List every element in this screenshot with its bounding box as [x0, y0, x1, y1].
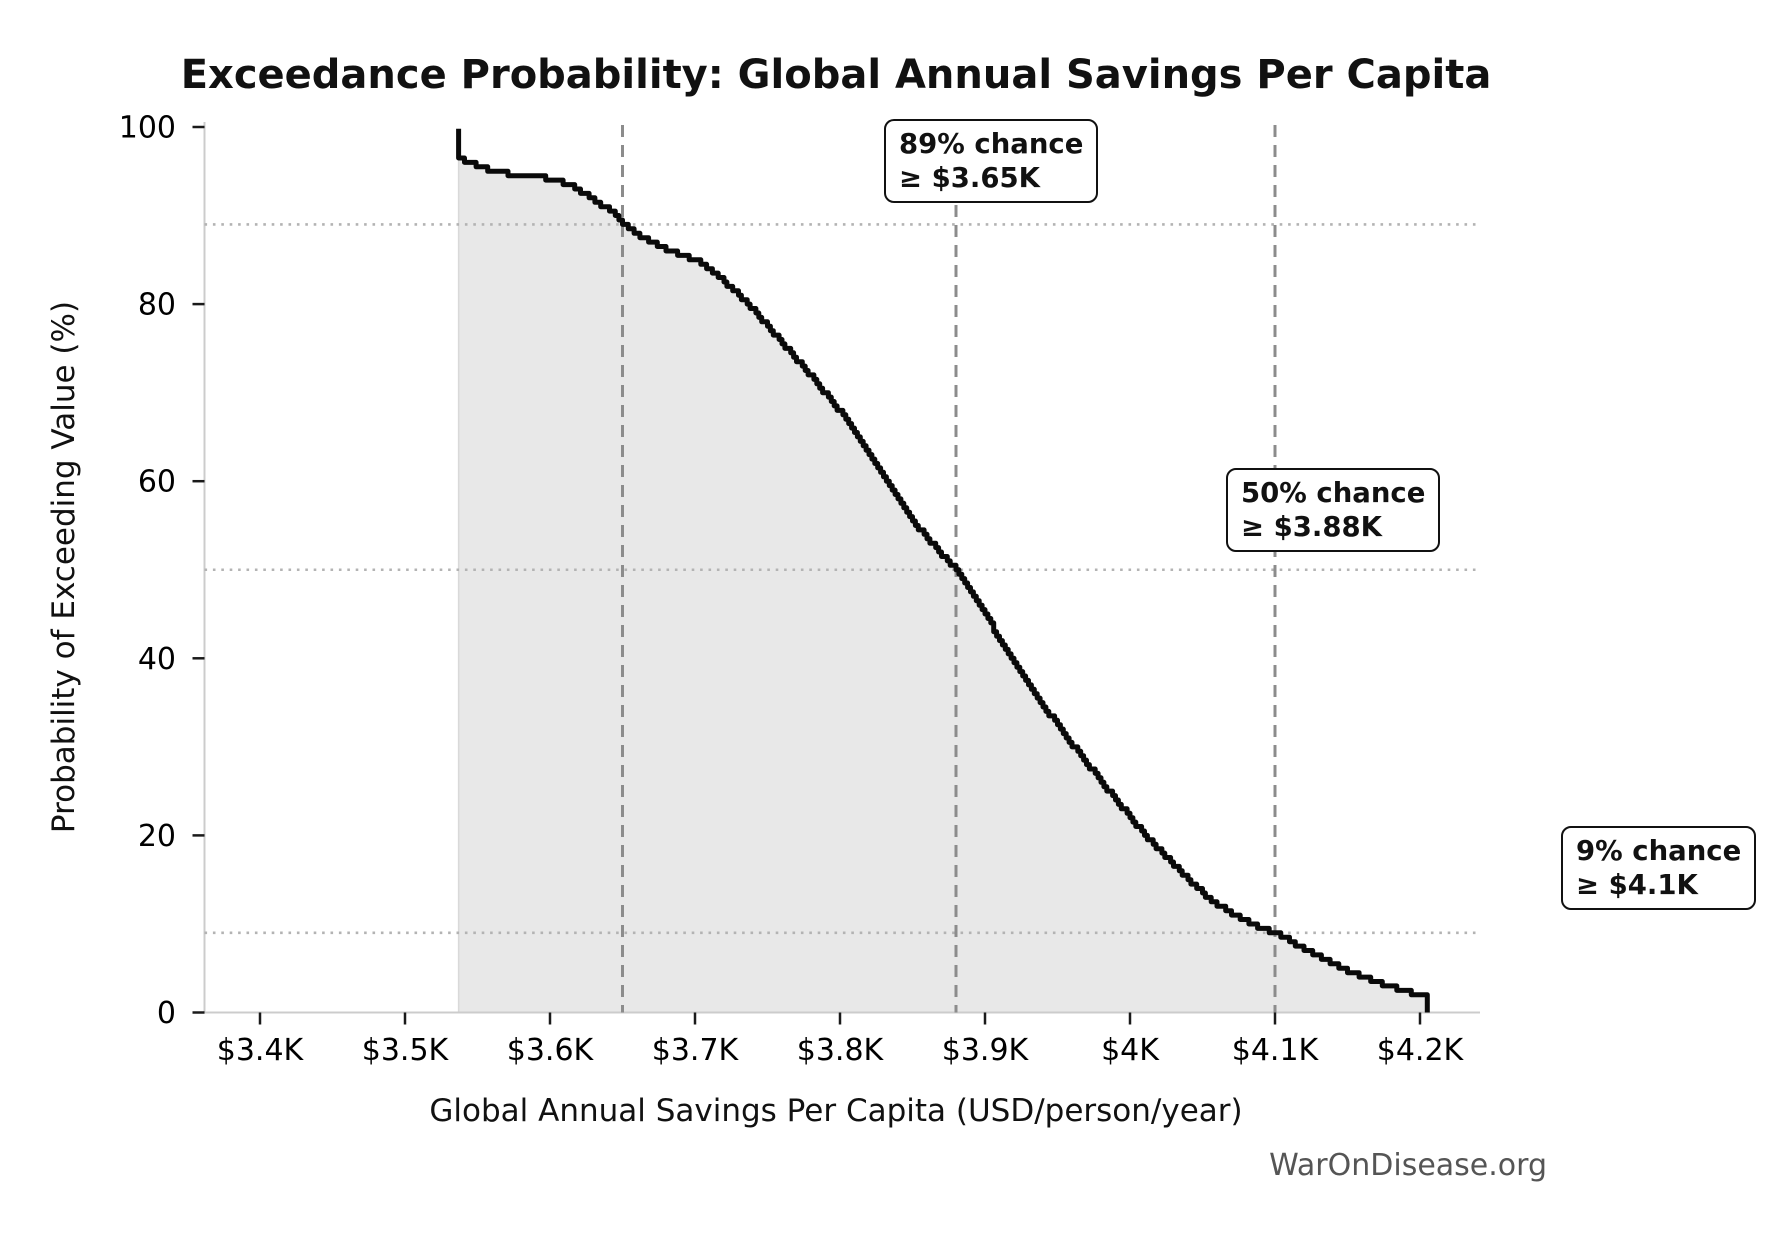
- x-tick-label: $3.5K: [362, 1033, 450, 1068]
- y-tick-label: 20: [138, 819, 176, 854]
- annotation-box-89-percent: 89% chance ≥ $3.65K: [884, 119, 1099, 203]
- annotation-percent-line: 50% chance: [1241, 477, 1426, 509]
- y-tick-label: 100: [119, 111, 176, 146]
- x-tick-label: $4.1K: [1232, 1033, 1320, 1068]
- watermark: WarOnDisease.org: [1269, 1148, 1547, 1183]
- annotation-value-line: ≥ $4.1K: [1576, 869, 1698, 901]
- y-tick-label: 80: [138, 288, 176, 323]
- chart-title: Exceedance Probability: Global Annual Sa…: [180, 52, 1492, 98]
- x-tick-label: $3.6K: [507, 1033, 595, 1068]
- annotation-box-9-percent: 9% chance ≥ $4.1K: [1561, 826, 1757, 910]
- x-tick-label: $3.9K: [942, 1033, 1030, 1068]
- annotation-value-line: ≥ $3.65K: [899, 162, 1040, 194]
- y-tick-label: 60: [138, 465, 176, 500]
- y-axis-label: Probability of Exceeding Value (%): [46, 300, 82, 834]
- annotation-percent-line: 89% chance: [899, 128, 1084, 160]
- annotation-box-50-percent: 50% chance ≥ $3.88K: [1226, 468, 1441, 552]
- x-axis-label: Global Annual Savings Per Capita (USD/pe…: [429, 1093, 1243, 1129]
- exceedance-curve: [456, 128, 1430, 1013]
- y-tick-label: 40: [138, 642, 176, 677]
- annotation-value-line: ≥ $3.88K: [1241, 511, 1382, 543]
- x-tick-label: $4K: [1101, 1033, 1160, 1068]
- x-tick-label: $3.4K: [217, 1033, 305, 1068]
- annotation-percent-line: 9% chance: [1576, 835, 1742, 867]
- x-tick-label: $3.8K: [797, 1033, 885, 1068]
- y-tick-label: 0: [157, 996, 176, 1031]
- x-tick-label: $4.2K: [1377, 1033, 1465, 1068]
- x-tick-label: $3.7K: [652, 1033, 740, 1068]
